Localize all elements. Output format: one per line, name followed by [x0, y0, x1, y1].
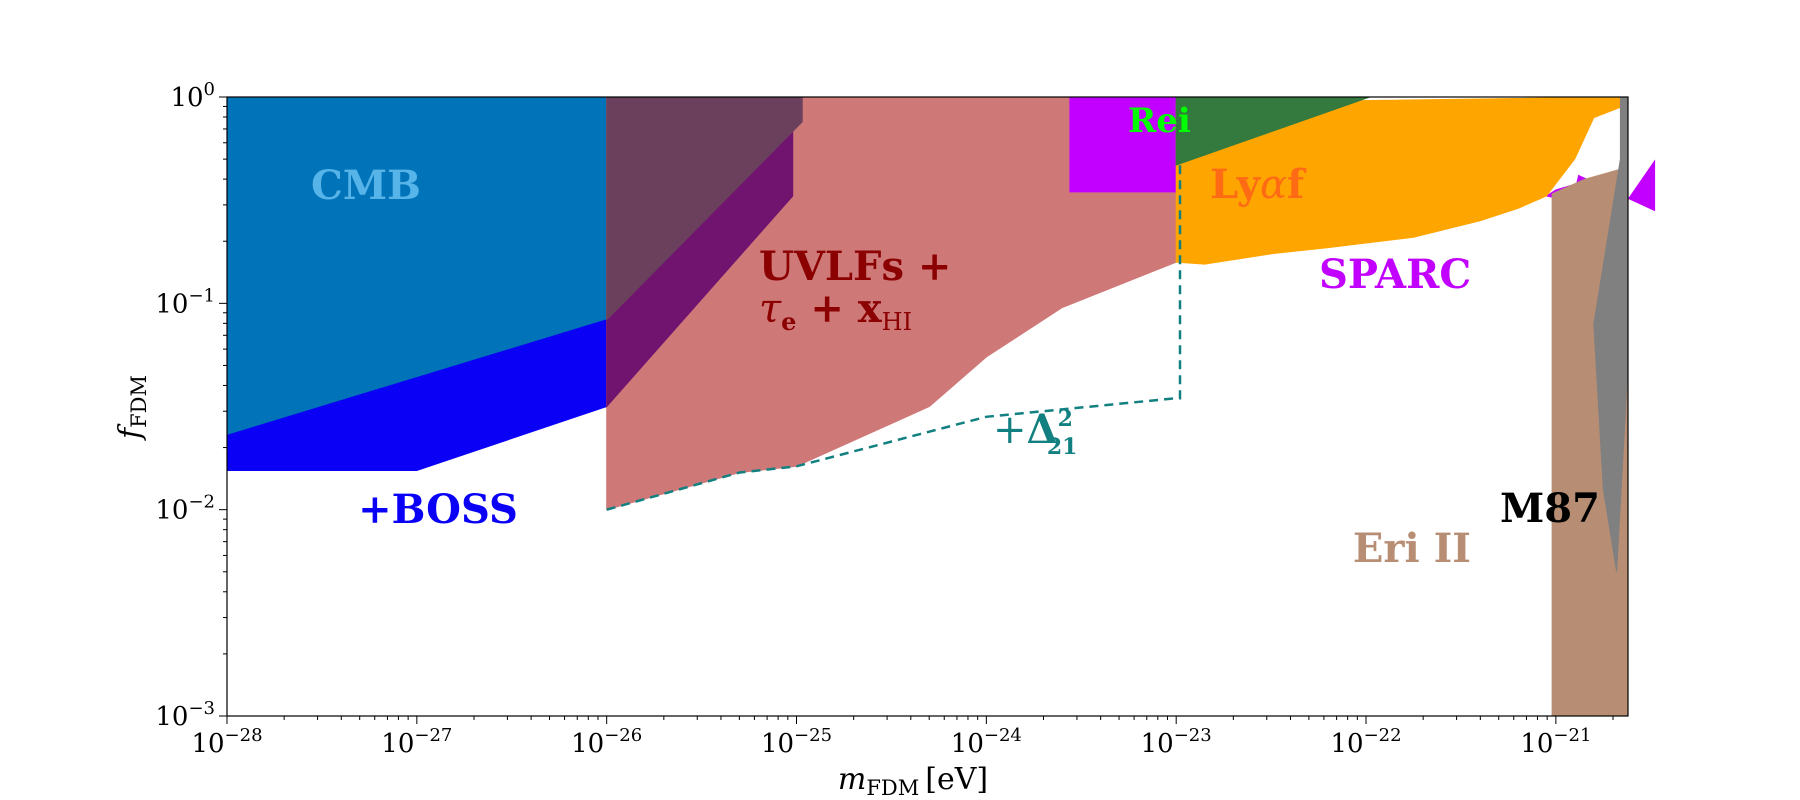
y-tick-label: 10−2: [155, 492, 215, 526]
constraint-regions: [226, 96, 1656, 717]
sparc-label: SPARC: [1319, 251, 1471, 298]
delta21-dashed-line: [606, 163, 1182, 511]
y-tick-label: 10−3: [155, 698, 215, 732]
x-tick-label: 10−24: [951, 725, 1022, 759]
lyaf-label: Lyαf: [1210, 161, 1307, 208]
x-tick-label: 10−23: [1141, 725, 1212, 759]
uvlf-label-line2: τe + xHI: [759, 285, 912, 336]
uvlf-label-line1: UVLFs +: [759, 243, 951, 290]
boss-label: +BOSS: [358, 486, 518, 533]
x-tick-label: 10−28: [191, 725, 262, 759]
cmb-label: CMB: [311, 162, 421, 209]
m87-label: M87: [1500, 485, 1600, 532]
x-tick-label: 10−25: [761, 725, 832, 759]
x-tick-label: 10−27: [381, 725, 452, 759]
axis-ticks: 10−28 10−27 10−26 10−25 10−24 10−23 10−22 10−21…: [155, 79, 1614, 759]
y-tick-label: 100: [170, 79, 215, 113]
rei-label: Rei: [1128, 101, 1191, 141]
region-lyaf: [1175, 96, 1621, 265]
plot-frame: [226, 96, 1629, 717]
delta21-label: +Δ2 21: [993, 406, 1078, 460]
x-tick-label: 10−22: [1330, 725, 1401, 759]
x-axis-label: mFDM [eV]: [838, 762, 988, 800]
x-tick-label: 10−26: [571, 725, 642, 759]
y-axis-label: fFDM: [113, 375, 151, 441]
y-tick-label: 10−1: [155, 285, 215, 319]
eri-label: Eri II: [1353, 525, 1471, 572]
x-tick-label: 10−21: [1520, 725, 1591, 759]
